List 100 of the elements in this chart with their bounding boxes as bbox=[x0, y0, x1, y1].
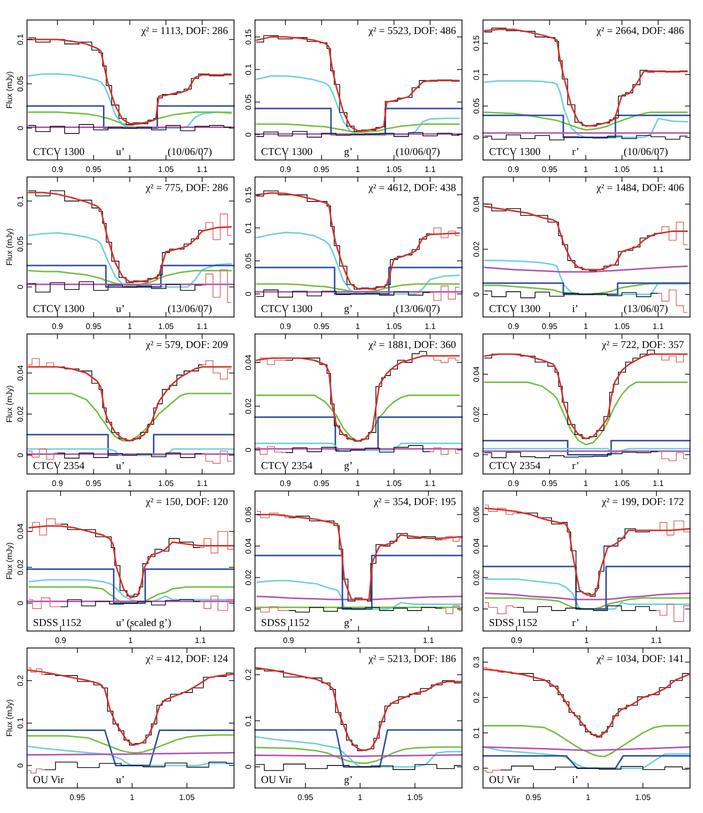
x-tick-label: 0.9 bbox=[508, 322, 520, 331]
y-tick-label: 0 bbox=[472, 452, 481, 457]
x-tick-label: 0.9 bbox=[280, 479, 292, 488]
annotation: CTCV 1300 bbox=[261, 304, 312, 315]
x-tick-label: 1.1 bbox=[196, 322, 208, 331]
annotation: (13/06/07) bbox=[396, 304, 441, 315]
y-tick-label: 0.02 bbox=[16, 406, 25, 422]
x-tick-label: 0.9 bbox=[508, 479, 520, 488]
line-series bbox=[484, 592, 691, 600]
y-tick-label: 0.04 bbox=[472, 366, 481, 382]
y-tick-label: 0.06 bbox=[244, 506, 253, 522]
y-tick-label: 0 bbox=[244, 447, 253, 452]
y-axis-title: Flux (mJy) bbox=[5, 228, 14, 266]
x-tick-label: 1.1 bbox=[424, 165, 436, 174]
x-tick-label: 1 bbox=[356, 636, 362, 645]
line-series bbox=[484, 353, 688, 440]
annotation: CTCV 1300 bbox=[33, 147, 84, 158]
y-tick-label: 0 bbox=[472, 765, 481, 770]
line-series bbox=[256, 283, 460, 293]
annotation: r’ bbox=[572, 461, 580, 472]
annotation: i’ bbox=[572, 304, 578, 315]
y-tick-label: 0.02 bbox=[244, 398, 253, 414]
y-tick-label: 0.02 bbox=[244, 569, 253, 586]
y-tick-label: 0.1 bbox=[16, 33, 25, 46]
y-tick-label: 0.04 bbox=[472, 538, 481, 554]
annotation: r’ bbox=[572, 147, 580, 158]
line-series bbox=[484, 206, 688, 270]
annotation: g’ bbox=[344, 461, 353, 472]
annotation: g’ bbox=[344, 304, 353, 315]
x-tick-label: 1.1 bbox=[652, 479, 664, 488]
y-tick-label: 0 bbox=[472, 134, 481, 140]
annotation: SDSS 1152 bbox=[261, 618, 310, 629]
annotation: χ² = 5213, DOF: 186 bbox=[367, 654, 456, 665]
x-tick-label: 0.95 bbox=[314, 165, 330, 174]
line-series bbox=[484, 112, 688, 131]
annotation: (10/06/07) bbox=[396, 147, 441, 158]
annotation: CTCV 1300 bbox=[33, 304, 84, 315]
x-tick-label: 1.05 bbox=[386, 165, 402, 174]
line-series bbox=[255, 736, 462, 768]
x-tick-label: 0.95 bbox=[526, 793, 542, 802]
line-series bbox=[28, 270, 232, 286]
annotation: SDSS 1152 bbox=[489, 618, 538, 629]
x-tick-label: 1.05 bbox=[386, 322, 402, 331]
line-series bbox=[256, 394, 460, 442]
x-tick-label: 0.95 bbox=[314, 479, 330, 488]
annotation: g’ bbox=[344, 618, 353, 629]
y-tick-label: 0 bbox=[16, 600, 25, 606]
x-tick-label: 1.1 bbox=[652, 322, 664, 331]
x-tick-label: 1.05 bbox=[614, 322, 630, 331]
line-series bbox=[28, 366, 232, 442]
x-tick-label: 1.05 bbox=[158, 479, 174, 488]
y-axis-title: Flux (mJy) bbox=[5, 385, 14, 423]
x-tick-label: 1 bbox=[584, 636, 590, 645]
x-tick-label: 1 bbox=[356, 322, 361, 331]
y-tick-label: 0.2 bbox=[472, 691, 481, 704]
annotation: i’ bbox=[572, 775, 578, 786]
annotation: (13/06/07) bbox=[624, 304, 669, 315]
x-tick-label: 0.9 bbox=[52, 165, 64, 174]
annotation: χ² = 1034, DOF: 141 bbox=[595, 654, 684, 665]
annotation: OU Vir bbox=[489, 775, 520, 786]
x-tick-label: 0.9 bbox=[511, 636, 523, 645]
x-tick-label: 1.05 bbox=[158, 165, 174, 174]
y-tick-label: 0 bbox=[472, 606, 481, 612]
y-tick-label: 0.2 bbox=[244, 668, 253, 680]
annotation: g’ bbox=[344, 147, 353, 158]
y-axis-title: Flux (mJy) bbox=[5, 699, 14, 737]
line-series bbox=[484, 597, 691, 610]
x-tick-label: 1.1 bbox=[196, 165, 208, 174]
line-series bbox=[484, 382, 688, 446]
line-series bbox=[256, 355, 460, 442]
x-tick-label: 1.1 bbox=[652, 165, 664, 174]
x-tick-label: 1.05 bbox=[614, 479, 630, 488]
x-tick-label: 1.1 bbox=[424, 479, 436, 488]
x-tick-label: 1 bbox=[130, 793, 135, 802]
x-tick-label: 1.05 bbox=[407, 793, 424, 802]
y-tick-label: 0.15 bbox=[472, 34, 481, 52]
x-tick-label: 1.1 bbox=[650, 636, 663, 645]
x-tick-label: 1.05 bbox=[386, 479, 402, 488]
annotation: (13/06/07) bbox=[168, 304, 213, 315]
annotation: (10/06/07) bbox=[624, 147, 669, 158]
y-tick-label: 0.2 bbox=[16, 674, 25, 686]
line-series bbox=[484, 508, 691, 596]
annotation: CTCV 1300 bbox=[489, 304, 540, 315]
annotation: χ² = 4612, DOF: 438 bbox=[367, 183, 456, 194]
x-tick-label: 0.9 bbox=[280, 322, 292, 331]
annotation: g’ bbox=[344, 775, 353, 786]
y-tick-label: 0.04 bbox=[16, 523, 25, 540]
x-tick-label: 0.95 bbox=[542, 322, 558, 331]
line-series bbox=[28, 586, 235, 604]
line-series bbox=[28, 525, 235, 599]
x-tick-label: 0.9 bbox=[280, 165, 292, 174]
y-tick-label: 0 bbox=[472, 292, 481, 297]
x-tick-label: 1 bbox=[128, 636, 134, 645]
x-tick-label: 1 bbox=[586, 793, 591, 802]
y-tick-label: 0.04 bbox=[472, 196, 481, 212]
annotation: χ² = 1113, DOF: 286 bbox=[140, 26, 228, 37]
line-series bbox=[28, 579, 235, 602]
annotation: (10/06/07) bbox=[168, 147, 213, 158]
annotation: χ² = 199, DOF: 172 bbox=[600, 497, 684, 508]
line-series bbox=[483, 725, 690, 758]
